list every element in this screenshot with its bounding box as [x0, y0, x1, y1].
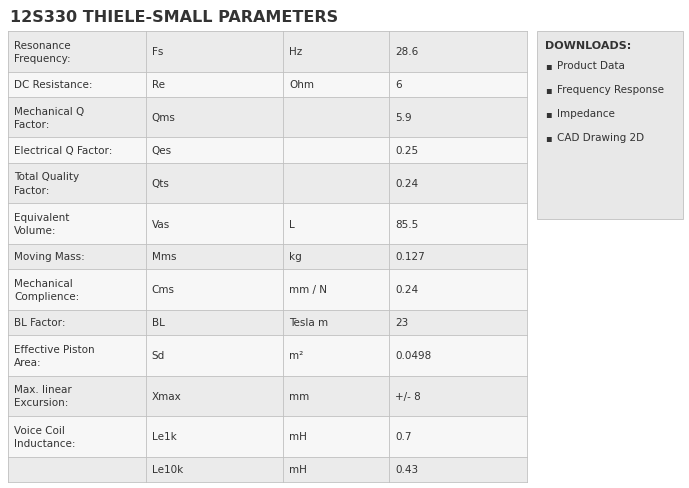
Text: m²: m²: [289, 350, 303, 361]
Text: Vas: Vas: [152, 219, 169, 229]
Text: 85.5: 85.5: [395, 219, 419, 229]
Text: Tesla m: Tesla m: [289, 318, 328, 328]
Text: Moving Mass:: Moving Mass:: [14, 252, 85, 262]
Text: Sd: Sd: [152, 350, 165, 361]
Text: Qts: Qts: [152, 179, 169, 189]
Text: 0.0498: 0.0498: [395, 350, 432, 361]
Text: 0.127: 0.127: [395, 252, 425, 262]
Text: Cms: Cms: [152, 285, 174, 295]
Text: Impedance: Impedance: [557, 109, 615, 119]
Bar: [8, 32, 527, 72]
Bar: [537, 32, 683, 220]
Bar: [8, 269, 527, 310]
Text: ▪: ▪: [545, 109, 552, 119]
Text: 23: 23: [395, 318, 409, 328]
Text: 5.9: 5.9: [395, 113, 412, 123]
Text: Electrical Q Factor:: Electrical Q Factor:: [14, 146, 112, 156]
Text: CAD Drawing 2D: CAD Drawing 2D: [557, 133, 644, 142]
Text: Voice Coil
Inductance:: Voice Coil Inductance:: [14, 425, 76, 448]
Text: DOWNLOADS:: DOWNLOADS:: [545, 41, 631, 51]
Text: Ohm: Ohm: [289, 80, 314, 90]
Text: 28.6: 28.6: [395, 47, 419, 57]
Text: kg: kg: [289, 252, 302, 262]
Bar: [8, 244, 527, 269]
Text: mH: mH: [289, 431, 307, 442]
Text: Mms: Mms: [152, 252, 176, 262]
Text: Max. linear
Excursion:: Max. linear Excursion:: [14, 385, 72, 407]
Text: mm / N: mm / N: [289, 285, 327, 295]
Text: 6: 6: [395, 80, 402, 90]
Bar: [8, 457, 527, 482]
Text: L: L: [289, 219, 295, 229]
Text: Le1k: Le1k: [152, 431, 176, 442]
Text: Le10k: Le10k: [152, 465, 183, 474]
Text: Mechanical
Complience:: Mechanical Complience:: [14, 278, 79, 302]
Text: Mechanical Q
Factor:: Mechanical Q Factor:: [14, 106, 84, 129]
Text: Resonance
Frequency:: Resonance Frequency:: [14, 41, 71, 64]
Text: 0.43: 0.43: [395, 465, 419, 474]
Text: +/- 8: +/- 8: [395, 391, 421, 401]
Bar: [8, 138, 527, 163]
Text: 0.25: 0.25: [395, 146, 419, 156]
Text: Product Data: Product Data: [557, 61, 625, 71]
Bar: [8, 416, 527, 457]
Bar: [8, 72, 527, 98]
Text: Fs: Fs: [152, 47, 163, 57]
Text: Frequency Response: Frequency Response: [557, 85, 664, 95]
Text: mm: mm: [289, 391, 309, 401]
Text: Total Quality
Factor:: Total Quality Factor:: [14, 172, 79, 195]
Text: DC Resistance:: DC Resistance:: [14, 80, 92, 90]
Text: Qms: Qms: [152, 113, 176, 123]
Text: Hz: Hz: [289, 47, 302, 57]
Text: Effective Piston
Area:: Effective Piston Area:: [14, 344, 94, 367]
Bar: [8, 310, 527, 335]
Text: Qes: Qes: [152, 146, 172, 156]
Bar: [8, 163, 527, 204]
Text: Equivalent
Volume:: Equivalent Volume:: [14, 213, 70, 236]
Text: Xmax: Xmax: [152, 391, 181, 401]
Text: Re: Re: [152, 80, 165, 90]
Text: 0.7: 0.7: [395, 431, 412, 442]
Text: 0.24: 0.24: [395, 179, 419, 189]
Text: 0.24: 0.24: [395, 285, 419, 295]
Text: ▪: ▪: [545, 85, 552, 95]
Text: ▪: ▪: [545, 133, 552, 142]
Text: mH: mH: [289, 465, 307, 474]
Text: BL Factor:: BL Factor:: [14, 318, 65, 328]
Bar: [8, 376, 527, 416]
Bar: [8, 204, 527, 244]
Bar: [8, 335, 527, 376]
Text: ▪: ▪: [545, 61, 552, 71]
Text: 12S330 THIELE-SMALL PARAMETERS: 12S330 THIELE-SMALL PARAMETERS: [10, 10, 338, 25]
Text: BL: BL: [152, 318, 165, 328]
Bar: [8, 98, 527, 138]
